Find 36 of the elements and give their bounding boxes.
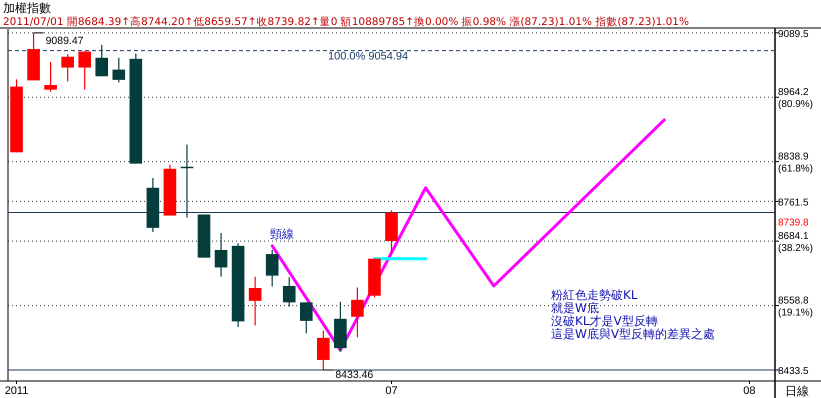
candlestick (112, 57, 126, 84)
x-axis-title: 日線 (785, 384, 809, 398)
y-tick-label: 9089.5 (778, 28, 810, 40)
candlestick (180, 144, 194, 218)
y-tick-label: 8558.8 (19.1%) (778, 296, 814, 319)
chart-title: 加權指數 (3, 1, 51, 15)
candlestick (44, 61, 57, 92)
y-tick-label: 8964.2 (80.9%) (778, 87, 814, 110)
chart-subtitle: 2011/07/01 開8684.39↑高8744.20↑低8659.57↑收8739.82↑量0 額10889785↑換0.00% 振0.98% 漲(87.23)1.01% 指數(87.23)1.01% (3, 15, 689, 28)
x-tick-label: 08 (743, 385, 756, 397)
candlestick (300, 302, 313, 334)
annotation: 頸線 (270, 227, 294, 241)
annotation: 粉紅色走勢破KL (551, 288, 638, 302)
candlestick (95, 44, 108, 77)
annotation: 8433.46 (335, 368, 374, 381)
annotation: 沒破KL才是V型反轉 (551, 314, 658, 328)
x-tick-label: 2011 (4, 385, 28, 397)
y-tick-label: 8433.5 (778, 366, 810, 377)
annotation: 就是W底 (551, 301, 599, 315)
y-tick-label: 8684.1 (38.2%) (778, 231, 814, 254)
ref-line-label: 8739.8 (778, 218, 810, 229)
candlestick (248, 276, 262, 326)
candlestick (214, 232, 228, 278)
ref-line-label: 100.0% 9054.94 (328, 50, 408, 63)
annotation: 9089.47 (46, 34, 84, 47)
candlestick (282, 276, 296, 308)
candlestick (317, 330, 330, 371)
x-tick-label: 07 (385, 385, 398, 397)
annotation: 這是W底與V型反轉的差異之處 (551, 327, 716, 341)
line-series (270, 118, 666, 352)
candlestick (78, 50, 92, 90)
candlestick (266, 249, 278, 288)
candlestick (351, 286, 364, 338)
y-tick-label: 8761.5 (778, 197, 810, 208)
candlestick (61, 54, 74, 82)
y-tick-label: 8838.9 (61.8%) (778, 152, 814, 175)
